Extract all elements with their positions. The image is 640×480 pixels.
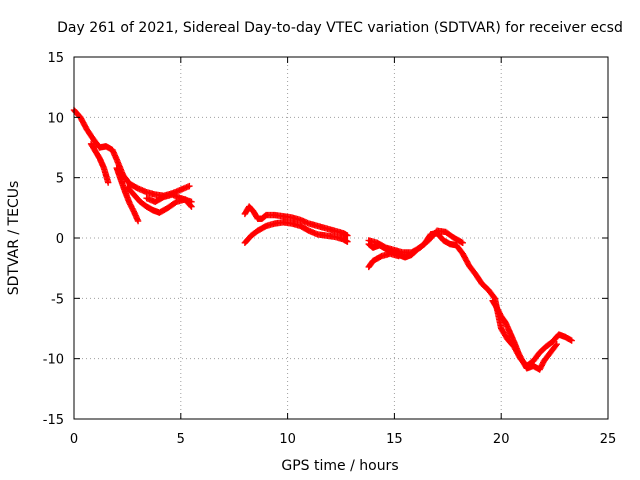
series-arc-3-descent — [489, 297, 560, 373]
data-point — [395, 252, 402, 260]
data-point — [134, 217, 142, 225]
series-arc-1-branch-d — [143, 191, 195, 205]
data-point — [188, 198, 195, 205]
data-point — [186, 182, 193, 190]
series-arc-1-branch-a — [87, 140, 112, 186]
series-arc-3-lower — [365, 250, 402, 271]
data-point — [459, 239, 466, 247]
data-point — [344, 238, 351, 245]
x-tick-label: 25 — [600, 432, 617, 447]
x-tick-label: 15 — [386, 432, 403, 447]
x-axis-label: GPS time / hours — [281, 458, 398, 474]
x-tick-label: 10 — [279, 432, 296, 447]
data-point — [568, 337, 575, 344]
y-tick-label: 5 — [56, 172, 64, 187]
y-tick-label: 10 — [47, 111, 64, 126]
y-axis-label: SDTVAR / TECUs — [6, 181, 22, 296]
axis-ticks: 0 5 10 15 20 25 -15 -10 -5 0 5 10 15 — [43, 51, 617, 447]
data-points — [70, 106, 575, 373]
x-tick-label: 20 — [493, 432, 510, 447]
series-arc-2-main — [241, 203, 351, 239]
series-arc-1-branch-b — [113, 164, 142, 225]
y-tick-label: -15 — [43, 413, 64, 428]
data-point — [344, 232, 351, 239]
y-tick-label: 15 — [47, 51, 64, 66]
data-point — [104, 179, 112, 186]
y-tick-label: -10 — [43, 353, 64, 368]
y-tick-label: -5 — [51, 292, 64, 307]
data-point — [552, 342, 560, 349]
y-tick-label: 0 — [56, 232, 64, 247]
data-point — [553, 340, 560, 348]
chart-title: Day 261 of 2021, Sidereal Day-to-day VTE… — [57, 20, 623, 36]
series-arc-2-low — [241, 219, 351, 247]
series-arc-3-upper — [365, 227, 466, 256]
x-tick-label: 0 — [70, 432, 78, 447]
x-tick-label: 5 — [177, 432, 185, 447]
series-arc-1-main — [70, 106, 193, 199]
